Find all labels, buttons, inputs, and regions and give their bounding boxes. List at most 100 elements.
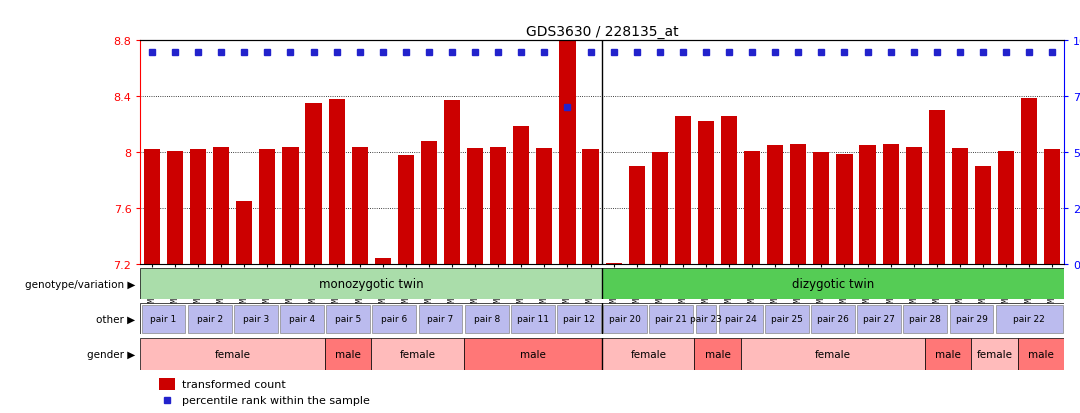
Text: pair 8: pair 8 — [473, 315, 500, 323]
Bar — [606, 263, 622, 264]
Text: pair 28: pair 28 — [909, 315, 942, 323]
Text: monozygotic twin: monozygotic twin — [319, 278, 423, 290]
Bar — [513, 126, 529, 264]
Text: male: male — [519, 349, 545, 359]
Text: female: female — [215, 349, 251, 359]
Text: female: female — [815, 349, 851, 359]
Bar — [282, 147, 298, 264]
Text: transformed count: transformed count — [181, 379, 286, 389]
Bar — [858, 305, 901, 333]
Bar — [767, 146, 783, 264]
Text: gender ▶: gender ▶ — [86, 349, 135, 359]
Text: pair 20: pair 20 — [609, 315, 642, 323]
Bar — [694, 339, 741, 370]
Bar — [444, 101, 460, 264]
Bar — [675, 116, 691, 264]
Text: pair 23: pair 23 — [690, 315, 721, 323]
Bar — [352, 147, 368, 264]
Bar — [421, 142, 437, 264]
Text: pair 6: pair 6 — [381, 315, 407, 323]
Bar — [721, 116, 738, 264]
Text: pair 27: pair 27 — [863, 315, 895, 323]
Bar — [903, 305, 947, 333]
Bar — [951, 149, 968, 264]
Bar — [696, 305, 716, 333]
Text: pair 26: pair 26 — [816, 315, 849, 323]
Bar — [463, 339, 603, 370]
Text: pair 24: pair 24 — [725, 315, 756, 323]
Bar — [791, 145, 807, 264]
Bar — [373, 305, 416, 333]
Text: pair 2: pair 2 — [197, 315, 222, 323]
Bar — [629, 167, 645, 264]
Bar — [326, 305, 370, 333]
Bar — [882, 145, 899, 264]
Bar — [929, 111, 945, 264]
Bar — [464, 305, 509, 333]
Bar — [813, 153, 829, 264]
Bar — [397, 156, 414, 264]
Bar — [906, 147, 922, 264]
Bar — [140, 268, 603, 299]
Bar — [975, 167, 991, 264]
Bar — [167, 152, 184, 264]
Text: pair 4: pair 4 — [289, 315, 315, 323]
Text: female: female — [976, 349, 1013, 359]
Bar — [328, 100, 345, 264]
Text: genotype/variation ▶: genotype/variation ▶ — [25, 279, 135, 289]
Bar — [718, 305, 762, 333]
Text: pair 21: pair 21 — [656, 315, 687, 323]
Bar — [511, 305, 555, 333]
Bar — [188, 305, 231, 333]
Bar — [490, 147, 507, 264]
Bar — [1017, 339, 1064, 370]
Text: female: female — [631, 349, 666, 359]
Bar — [467, 149, 483, 264]
Bar — [926, 339, 972, 370]
Bar — [234, 305, 278, 333]
Bar — [237, 202, 253, 264]
Bar — [604, 305, 647, 333]
Text: male: male — [1028, 349, 1054, 359]
Bar — [603, 268, 1064, 299]
Bar — [559, 41, 576, 264]
Bar — [649, 305, 693, 333]
Bar — [140, 339, 325, 370]
Bar — [603, 339, 694, 370]
Bar — [996, 305, 1063, 333]
Bar — [144, 150, 160, 264]
Text: pair 11: pair 11 — [517, 315, 549, 323]
Text: other ▶: other ▶ — [96, 314, 135, 324]
Bar — [811, 305, 855, 333]
Bar — [325, 339, 372, 370]
Bar — [213, 147, 229, 264]
Text: female: female — [400, 349, 435, 359]
Bar — [159, 378, 175, 389]
Bar — [375, 259, 391, 264]
Text: pair 22: pair 22 — [1013, 315, 1045, 323]
Bar — [582, 150, 598, 264]
Text: male: male — [935, 349, 961, 359]
Text: pair 1: pair 1 — [150, 315, 177, 323]
Text: percentile rank within the sample: percentile rank within the sample — [181, 395, 369, 405]
Text: pair 25: pair 25 — [771, 315, 802, 323]
Bar — [860, 146, 876, 264]
Text: male: male — [335, 349, 361, 359]
Bar — [306, 104, 322, 264]
Bar — [741, 339, 926, 370]
Bar — [537, 149, 553, 264]
Text: dizygotic twin: dizygotic twin — [792, 278, 874, 290]
Bar — [972, 339, 1017, 370]
Bar — [744, 152, 760, 264]
Bar — [141, 305, 186, 333]
Text: pair 7: pair 7 — [428, 315, 454, 323]
Bar — [765, 305, 809, 333]
Bar — [1044, 150, 1061, 264]
Text: male: male — [704, 349, 730, 359]
Title: GDS3630 / 228135_at: GDS3630 / 228135_at — [526, 25, 678, 39]
Bar — [698, 122, 714, 264]
Bar — [998, 152, 1014, 264]
Bar — [419, 305, 462, 333]
Text: pair 12: pair 12 — [563, 315, 595, 323]
Bar — [259, 150, 275, 264]
